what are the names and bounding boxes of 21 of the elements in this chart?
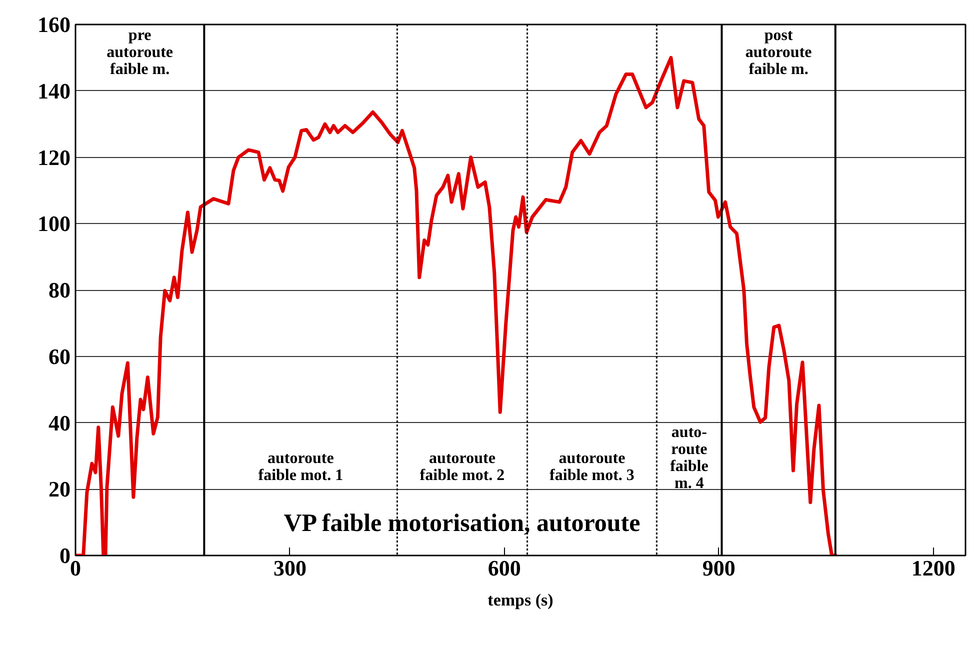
y-tick-label: 160 <box>38 12 70 37</box>
x-axis-title: temps (s) <box>488 590 554 610</box>
x-tick-label: 300 <box>273 556 306 580</box>
y-tick-label: 20 <box>48 476 70 502</box>
annotation: autoroute faible mot. 3 <box>550 450 634 484</box>
line-series <box>76 56 839 556</box>
y-tick-label: 40 <box>48 410 70 436</box>
annotation: autoroute faible mot. 1 <box>258 450 344 484</box>
x-tick-label: 600 <box>488 556 521 580</box>
y-tick-label: 120 <box>38 144 70 170</box>
y-tick-label: 80 <box>48 278 70 302</box>
annotation: auto- route faible m. 4 <box>670 424 708 492</box>
x-tick-label: 1200 <box>911 556 956 580</box>
annotation: post autoroute faible m. <box>745 27 812 78</box>
x-tick-label: 900 <box>702 556 736 580</box>
text: VP faible motorisation, autoroute <box>284 510 640 538</box>
y-tick-label: 60 <box>48 344 70 369</box>
annotation: pre autoroute faible m. <box>106 27 174 78</box>
y-tick-label: 140 <box>38 78 70 104</box>
annotation: autoroute faible mot. 2 <box>420 450 505 484</box>
y-tick-label: 100 <box>38 211 70 236</box>
